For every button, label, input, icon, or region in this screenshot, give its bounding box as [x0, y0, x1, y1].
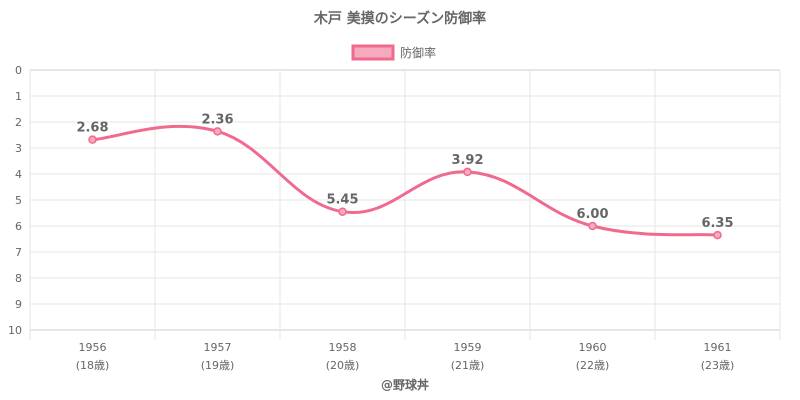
series-line-path	[92, 124, 718, 237]
y-tick-label: 7	[15, 246, 22, 259]
data-point	[463, 167, 472, 177]
x-tick-label: 1958	[329, 341, 357, 354]
y-tick-label: 2	[15, 116, 22, 129]
x-tick-label: 1956	[79, 341, 107, 354]
data-label: 5.45	[326, 193, 358, 208]
legend[interactable]: 防御率	[351, 44, 436, 61]
y-tick-label: 4	[15, 168, 22, 181]
x-tick-sublabel: (22歳)	[576, 359, 610, 372]
footer-credit: @野球丼	[381, 377, 429, 392]
x-tick-label: 1957	[204, 341, 232, 354]
data-label: 6.35	[701, 216, 733, 231]
chart-title: 木戸 美摸のシーズン防御率	[313, 10, 486, 27]
data-point	[338, 207, 347, 216]
data-point	[213, 127, 222, 136]
y-tick-label: 9	[15, 298, 22, 311]
y-tick-label: 1	[15, 90, 22, 103]
x-tick-sublabel: (21歳)	[451, 359, 485, 372]
data-point	[713, 230, 722, 240]
legend-label: 防御率	[400, 45, 436, 60]
x-tick-sublabel: (23歳)	[701, 359, 735, 372]
data-point	[88, 135, 97, 144]
y-axis: 0 1 2 3 4 5 6 7 8 9 10	[8, 64, 22, 337]
y-tick-label: 10	[8, 324, 22, 337]
x-tick-sublabel: (18歳)	[76, 359, 110, 372]
data-label: 2.68	[76, 121, 108, 136]
x-tick-label: 1961	[704, 341, 732, 354]
data-point	[588, 221, 597, 231]
series-line: 2.68 2.36 5.45 3.92 6.00 6.35	[76, 112, 734, 240]
y-tick-label: 0	[15, 64, 22, 77]
y-tick-label: 3	[15, 142, 22, 155]
data-label: 3.92	[451, 153, 483, 168]
x-axis: 1956 (18歳) 1957 (19歳) 1958 (20歳) 1959 (21歳) 1960…	[76, 341, 735, 372]
y-tick-label: 6	[15, 220, 22, 233]
y-tick-label: 8	[15, 272, 22, 285]
data-label: 2.36	[201, 112, 233, 127]
x-tick-label: 1959	[454, 341, 482, 354]
y-tick-label: 5	[15, 194, 22, 207]
x-tick-sublabel: (19歳)	[201, 359, 235, 372]
x-tick-sublabel: (20歳)	[326, 359, 360, 372]
data-label: 6.00	[576, 207, 608, 222]
x-tick-label: 1960	[579, 341, 607, 354]
legend-swatch	[351, 44, 395, 61]
grid	[29, 69, 781, 340]
